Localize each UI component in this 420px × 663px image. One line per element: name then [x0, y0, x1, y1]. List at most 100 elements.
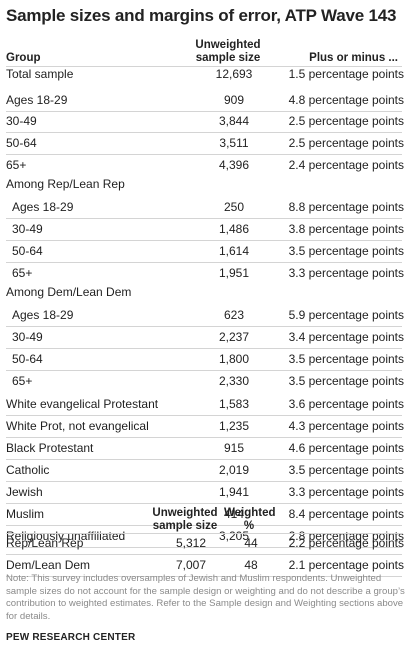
table-row: 65+ 4,396 2.4 percentage points	[6, 154, 404, 176]
margin-of-error-cell: 3.6 percentage points	[288, 397, 404, 411]
table-row: 30-49 3,844 2.5 percentage points	[6, 110, 404, 133]
sample-size-cell: 7,007	[175, 558, 207, 572]
row-label: 50-64	[12, 244, 43, 258]
row-label: Black Protestant	[6, 441, 94, 455]
sample-size-cell: 1,614	[218, 244, 250, 258]
margin-of-error-cell: 3.5 percentage points	[288, 374, 404, 388]
group-column-header: Group	[6, 52, 41, 64]
table-row: Ages 18-29 250 8.8 percentage points	[6, 196, 404, 219]
sample-size-cell: 915	[223, 441, 245, 455]
sample-size-cell: 250	[223, 200, 245, 214]
margin-of-error-cell: 3.5 percentage points	[288, 244, 404, 258]
margin-of-error-cell: 2.8 percentage points	[288, 529, 404, 543]
sample-size-cell: 414	[223, 507, 245, 521]
sample-size-cell: 2,330	[218, 374, 250, 388]
margin-of-error-cell: 8.4 percentage points	[288, 507, 404, 521]
table-row: Jewish 1,941 3.3 percentage points	[6, 481, 404, 504]
row-label: Ages 18-29	[12, 308, 74, 322]
row-label: 50-64	[12, 352, 43, 366]
row-label: Total sample	[6, 67, 74, 81]
table-row: 50-64 1,614 3.5 percentage points	[6, 240, 404, 263]
row-label: 30-49	[12, 222, 43, 236]
unweighted-column-header: Unweighted sample size	[195, 39, 261, 64]
sample-size-cell: 1,235	[218, 419, 250, 433]
sample-size-cell: 4,396	[218, 158, 250, 172]
margin-of-error-cell: 5.9 percentage points	[288, 308, 404, 322]
sample-size-cell: 1,941	[218, 485, 250, 499]
row-label: Religiously unaffiliated	[6, 529, 126, 543]
table-row: Catholic 2,019 3.5 percentage points	[6, 459, 404, 482]
sample-size-cell: 909	[223, 93, 245, 107]
partisan-row: Dem/Lean Dem 7,007 48 2.1 percentage points	[6, 554, 404, 577]
source-label: PEW RESEARCH CENTER	[6, 632, 136, 643]
unweighted-column-header-2: Unweighted sample size	[152, 507, 218, 532]
margin-of-error-cell: 8.8 percentage points	[288, 200, 404, 214]
row-label: Dem/Lean Dem	[6, 558, 91, 572]
table-row: Religiously unaffiliated 3,205 2.8 percent…	[6, 525, 404, 548]
sample-size-cell: 1,486	[218, 222, 250, 236]
row-label: White Prot, not evangelical	[6, 419, 149, 433]
table-row: Ages 18-29 623 5.9 percentage points	[6, 304, 404, 327]
weighted-percent-cell: 48	[244, 558, 258, 572]
sample-size-cell: 1,951	[218, 266, 250, 280]
margin-of-error-cell: 3.5 percentage points	[288, 352, 404, 366]
table-row: Ages 18-29 909 4.8 percentage points	[6, 89, 404, 112]
margin-of-error-cell: 4.8 percentage points	[288, 93, 404, 107]
row-label: Among Dem/Lean Dem	[6, 285, 132, 299]
page-title: Sample sizes and margins of error, ATP W…	[6, 6, 397, 25]
sample-size-cell: 3,511	[219, 136, 249, 150]
row-label: Ages 18-29	[6, 93, 68, 107]
row-label: 30-49	[12, 330, 43, 344]
row-label: 65+	[6, 158, 27, 172]
margin-of-error-cell: 4.6 percentage points	[288, 441, 404, 455]
table-row: 65+ 1,951 3.3 percentage points	[6, 262, 404, 284]
margin-of-error-cell: 2.5 percentage points	[288, 136, 404, 150]
table-row: Among Rep/Lean Rep	[6, 173, 402, 195]
sample-size-cell: 3,205	[218, 529, 250, 543]
sample-size-cell: 623	[223, 308, 245, 322]
weighted-percent-cell: 44	[244, 536, 258, 550]
table-row: 30-49 2,237 3.4 percentage points	[6, 326, 404, 349]
row-label: 50-64	[6, 136, 37, 150]
margin-of-error-cell: 3.3 percentage points	[288, 485, 404, 499]
moe-column-header: Plus or minus ...	[309, 52, 398, 64]
footnote: Note: This survey includes oversamples o…	[6, 573, 405, 622]
table-row: Black Protestant 915 4.6 percentage points	[6, 437, 404, 460]
table-row: Total sample 12,693 1.5 percentage points	[6, 63, 404, 85]
margin-of-error-cell: 3.4 percentage points	[288, 330, 404, 344]
table-row: Among Dem/Lean Dem	[6, 281, 402, 303]
margin-of-error-cell: 2.4 percentage points	[288, 158, 404, 172]
row-label: Jewish	[6, 485, 43, 499]
margin-of-error-cell: 3.3 percentage points	[288, 266, 404, 280]
margin-of-error-cell: 2.5 percentage points	[288, 114, 404, 128]
sample-size-cell: 3,844	[218, 114, 250, 128]
margin-of-error-cell: 3.5 percentage points	[288, 463, 404, 477]
margin-of-error-cell: 3.8 percentage points	[288, 222, 404, 236]
row-label: White evangelical Protestant	[6, 397, 159, 411]
sample-size-cell: 1,800	[218, 352, 250, 366]
sample-size-cell: 5,312	[175, 536, 207, 550]
row-label: Catholic	[6, 463, 50, 477]
margin-of-error-cell: 2.2 percentage points	[288, 536, 404, 550]
row-label: Muslim	[6, 507, 44, 521]
sample-size-cell: 12,693	[215, 67, 253, 81]
partisan-row: Rep/Lean Rep 5,312 44 2.2 percentage points	[6, 532, 404, 555]
table-row: Muslim 414 8.4 percentage points	[6, 503, 404, 526]
sample-size-cell: 2,019	[218, 463, 250, 477]
row-label: 65+	[12, 374, 33, 388]
header-divider-2	[6, 533, 402, 534]
table-row: 50-64 3,511 2.5 percentage points	[6, 132, 404, 155]
sample-size-cell: 2,237	[218, 330, 250, 344]
table-row: 50-64 1,800 3.5 percentage points	[6, 348, 404, 371]
row-label: 65+	[12, 266, 33, 280]
margin-of-error-cell: 4.3 percentage points	[288, 419, 404, 433]
row-label: 30-49	[6, 114, 37, 128]
table-row: 65+ 2,330 3.5 percentage points	[6, 370, 404, 392]
row-label: Ages 18-29	[12, 200, 74, 214]
table-row: White evangelical Protestant 1,583 3.6 per…	[6, 393, 404, 416]
margin-of-error-cell: 1.5 percentage points	[288, 67, 404, 81]
table-row: White Prot, not evangelical 1,235 4.3 perc…	[6, 415, 404, 438]
row-label: Among Rep/Lean Rep	[6, 177, 125, 191]
header-divider	[6, 66, 402, 67]
